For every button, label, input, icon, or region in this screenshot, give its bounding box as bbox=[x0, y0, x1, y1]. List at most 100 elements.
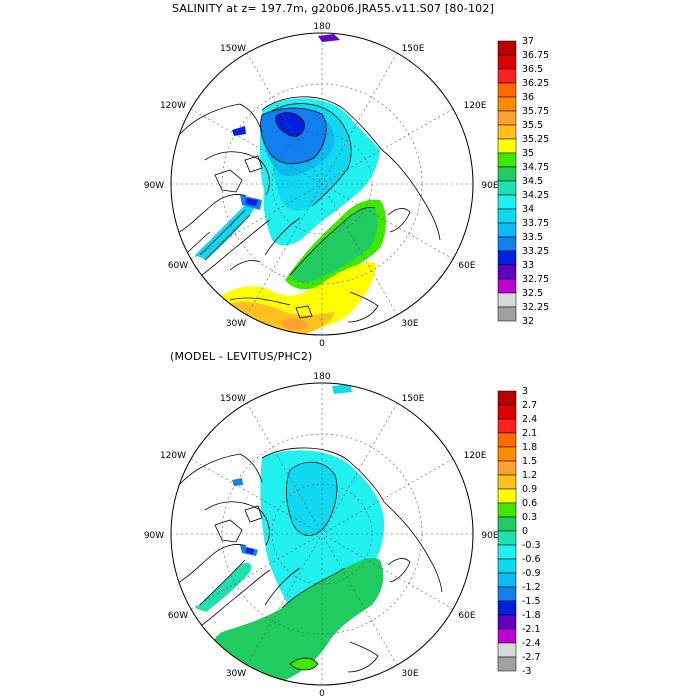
salinity-contours bbox=[199, 103, 376, 306]
colorbar-level-label: 0 bbox=[522, 526, 528, 537]
colorbar-level-label: 33 bbox=[522, 260, 534, 271]
lon-label-150e: 150E bbox=[402, 394, 425, 404]
colorbar-level-label: 32.25 bbox=[522, 302, 549, 313]
colorbar-level-label: -2.4 bbox=[522, 638, 541, 649]
colorbar-swatch bbox=[497, 96, 517, 112]
colorbar-level-label: 36 bbox=[522, 92, 534, 103]
colorbar-swatch bbox=[497, 292, 517, 308]
lon-label-120e: 120E bbox=[464, 451, 487, 461]
colorbar-swatch bbox=[497, 418, 517, 434]
lon-label-60w: 60W bbox=[168, 261, 188, 271]
graticule bbox=[171, 33, 473, 335]
colorbar-level-label: 36.25 bbox=[522, 78, 549, 89]
difference-map: 180 150W 150E 120W 120E 90W 90E 60W 60E … bbox=[144, 372, 541, 699]
atlantic-core-positive bbox=[290, 658, 318, 670]
longitude-labels: 180 150W 150E 120W 120E 90W 90E 60W 60E … bbox=[144, 22, 499, 349]
colorbar-swatch bbox=[497, 656, 517, 672]
salinity-field bbox=[174, 34, 441, 335]
colorbar-swatch bbox=[497, 474, 517, 490]
colorbar-level-label: 3 bbox=[522, 386, 528, 397]
archipelago-fresh bbox=[246, 198, 258, 206]
colorbar-level-label: -0.6 bbox=[522, 554, 541, 565]
colorbar-swatch bbox=[497, 194, 517, 210]
colorbar-level-label: 33.75 bbox=[522, 218, 549, 229]
colorbar-swatch bbox=[497, 110, 517, 126]
map-title: SALINITY at z= 197.7m, g20b06.JRA55.v11.… bbox=[172, 2, 495, 15]
colorbar-swatch bbox=[497, 124, 517, 140]
colorbar-swatch bbox=[497, 572, 517, 588]
colorbar-level-label: -1.2 bbox=[522, 582, 541, 593]
bering-negative bbox=[332, 384, 352, 394]
coastlines bbox=[174, 96, 441, 323]
lon-label-180: 180 bbox=[313, 22, 330, 32]
colorbar-level-label: 32.75 bbox=[522, 274, 549, 285]
colorbar-level-label: 1.8 bbox=[522, 442, 537, 453]
lon-label-60e: 60E bbox=[458, 611, 475, 621]
colorbar-swatch bbox=[497, 54, 517, 70]
colorbar-swatch bbox=[497, 432, 517, 448]
colorbar-level-label: 0.3 bbox=[522, 512, 537, 523]
colorbar-swatch bbox=[497, 446, 517, 462]
field-33-region bbox=[275, 112, 305, 137]
colorbar-swatch bbox=[497, 390, 517, 406]
difference-field bbox=[174, 384, 443, 684]
colorbar-swatch bbox=[497, 544, 517, 560]
colorbar-swatch bbox=[497, 264, 517, 280]
colorbar-swatch bbox=[497, 180, 517, 196]
lon-label-30w: 30W bbox=[226, 319, 246, 329]
colorbar-swatch bbox=[497, 306, 517, 322]
colorbar-swatch bbox=[497, 208, 517, 224]
coastlines bbox=[174, 447, 443, 673]
norwegian-current bbox=[290, 207, 378, 283]
colorbar-swatch bbox=[497, 236, 517, 252]
longitude-labels: 180 150W 150E 120W 120E 90W 90E 60W 60E … bbox=[144, 372, 499, 699]
colorbar-swatch bbox=[497, 488, 517, 504]
colorbar-level-label: 36.75 bbox=[522, 50, 549, 61]
colorbar-level-label: 34.5 bbox=[522, 176, 543, 187]
colorbar-swatch bbox=[497, 404, 517, 420]
lon-label-180: 180 bbox=[313, 372, 330, 382]
colorbar-swatch bbox=[497, 530, 517, 546]
lon-label-90w: 90W bbox=[144, 531, 164, 541]
lon-label-60e: 60E bbox=[458, 261, 475, 271]
colorbar-swatch bbox=[497, 600, 517, 616]
lon-label-30e: 30E bbox=[401, 669, 418, 679]
colorbar-level-label: 35.75 bbox=[522, 106, 549, 117]
atlantic-positive bbox=[208, 557, 384, 684]
lon-label-90e: 90E bbox=[481, 531, 498, 541]
colorbar-level-label: 37 bbox=[522, 36, 534, 47]
colorbar-swatch bbox=[497, 250, 517, 266]
graticule bbox=[171, 383, 473, 685]
colorbar-swatch bbox=[497, 152, 517, 168]
colorbar-swatch bbox=[497, 166, 517, 182]
colorbar-level-label: 36.5 bbox=[522, 64, 543, 75]
colorbar-level-label: 1.2 bbox=[522, 470, 537, 481]
lon-label-90e: 90E bbox=[481, 181, 498, 191]
colorbar-level-label: 35.25 bbox=[522, 134, 549, 145]
bering-fresh bbox=[318, 34, 340, 42]
baffin-channel bbox=[195, 202, 255, 260]
lon-label-60w: 60W bbox=[168, 611, 188, 621]
colorbar-level-label: 0.6 bbox=[522, 498, 537, 509]
colorbar-level-label: 34 bbox=[522, 204, 534, 215]
colorbar-level-label: 32 bbox=[522, 316, 534, 327]
colorbar-level-label: 35.5 bbox=[522, 120, 543, 131]
colorbar-swatch bbox=[497, 460, 517, 476]
lon-label-30w: 30W bbox=[226, 669, 246, 679]
archipelago-fresh bbox=[246, 548, 254, 554]
lon-label-120w: 120W bbox=[160, 101, 186, 111]
lon-label-90w: 90W bbox=[144, 181, 164, 191]
colorbar-level-label: -2.1 bbox=[522, 624, 541, 635]
salinity-colorbar: 37 36.75 36.5 36.25 36 35.75 35.5 35.25 35 34.75 3… bbox=[497, 36, 549, 327]
colorbar-level-label: 33.25 bbox=[522, 246, 549, 257]
colorbar-swatch bbox=[497, 278, 517, 294]
colorbar-swatch bbox=[497, 68, 517, 84]
colorbar-level-label: 35 bbox=[522, 148, 534, 159]
lon-label-150w: 150W bbox=[220, 44, 246, 54]
colorbar-swatch bbox=[497, 558, 517, 574]
colorbar-swatch bbox=[497, 40, 517, 56]
lon-label-0: 0 bbox=[319, 339, 325, 349]
colorbar-level-label: 2.1 bbox=[522, 428, 537, 439]
baffin-channel bbox=[195, 562, 252, 612]
difference-title: (MODEL - LEVITUS/PHC2) bbox=[170, 350, 313, 363]
